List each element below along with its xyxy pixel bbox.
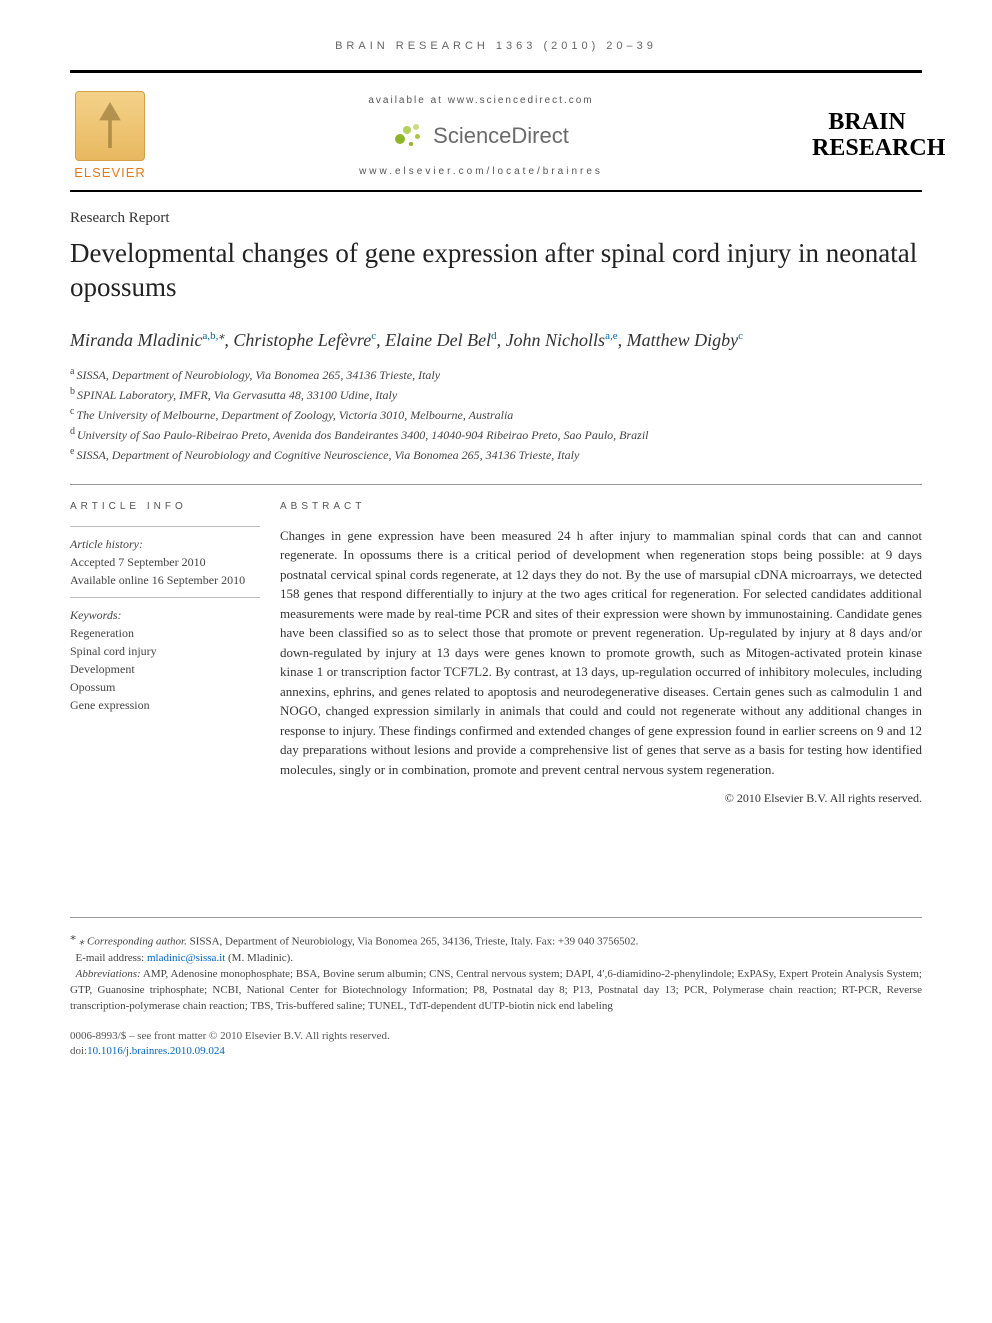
email-line: E-mail address: mladinic@sissa.it (M. Ml… <box>70 951 922 967</box>
doi-label: doi: <box>70 1045 87 1057</box>
history-label: Article history: <box>70 535 260 553</box>
footer: 0006-8993/$ – see front matter © 2010 El… <box>70 1029 922 1060</box>
section-label: Research Report <box>70 210 922 227</box>
keyword: Regeneration <box>70 624 260 642</box>
corresponding-text: SISSA, Department of Neurobiology, Via B… <box>190 936 639 948</box>
available-online-date: Available online 16 September 2010 <box>70 571 260 589</box>
accepted-date: Accepted 7 September 2010 <box>70 553 260 571</box>
abbrev-label: Abbreviations: <box>76 968 141 980</box>
affiliation-line: cThe University of Melbourne, Department… <box>70 404 922 424</box>
issn-line: 0006-8993/$ – see front matter © 2010 El… <box>70 1029 922 1044</box>
affiliation-line: dUniversity of Sao Paulo-Ribeirao Preto,… <box>70 424 922 444</box>
abstract-copyright: © 2010 Elsevier B.V. All rights reserved… <box>280 789 922 807</box>
keyword: Gene expression <box>70 696 260 714</box>
elsevier-logo: ELSEVIER <box>70 91 150 180</box>
email-label: E-mail address: <box>76 952 145 964</box>
article-info: ARTICLE INFO Article history: Accepted 7… <box>70 499 280 808</box>
available-at-text: available at www.sciencedirect.com <box>170 95 792 106</box>
publisher-name: ELSEVIER <box>70 165 150 180</box>
article-info-heading: ARTICLE INFO <box>70 499 260 514</box>
sciencedirect-logo[interactable]: ScienceDirect <box>393 120 569 152</box>
abbreviations: Abbreviations: AMP, Adenosine monophosph… <box>70 967 922 1015</box>
doi-line: doi:10.1016/j.brainres.2010.09.024 <box>70 1044 922 1059</box>
abstract-body: Changes in gene expression have been mea… <box>280 526 922 780</box>
affiliation-line: eSISSA, Department of Neurobiology and C… <box>70 444 922 464</box>
footnotes: ⁎ ⁎ Corresponding author. SISSA, Departm… <box>70 917 922 1014</box>
affiliation-line: bSPINAL Laboratory, IMFR, Via Gervasutta… <box>70 384 922 404</box>
masthead: ELSEVIER available at www.sciencedirect.… <box>70 83 922 190</box>
running-head: BRAIN RESEARCH 1363 (2010) 20–39 <box>70 40 922 52</box>
doi-link[interactable]: 10.1016/j.brainres.2010.09.024 <box>87 1045 225 1057</box>
sciencedirect-text: ScienceDirect <box>433 123 569 149</box>
masthead-center: available at www.sciencedirect.com Scien… <box>150 95 812 177</box>
keywords-label: Keywords: <box>70 606 260 624</box>
journal-title-logo: BRAIN RESEARCH <box>812 110 922 160</box>
keyword: Spinal cord injury <box>70 642 260 660</box>
info-abstract-row: ARTICLE INFO Article history: Accepted 7… <box>70 484 922 808</box>
sciencedirect-swirl-icon <box>393 120 425 152</box>
abstract: ABSTRACT Changes in gene expression have… <box>280 499 922 808</box>
corresponding-email-link[interactable]: mladinic@sissa.it <box>147 952 225 964</box>
article-title: Developmental changes of gene expression… <box>70 237 922 305</box>
top-rule <box>70 70 922 73</box>
affiliation-line: aSISSA, Department of Neurobiology, Via … <box>70 364 922 384</box>
email-person: (M. Mladinic). <box>228 952 293 964</box>
keyword: Opossum <box>70 678 260 696</box>
abbrev-text: AMP, Adenosine monophosphate; BSA, Bovin… <box>70 968 922 1012</box>
affiliations: aSISSA, Department of Neurobiology, Via … <box>70 364 922 464</box>
asterisk-icon: ⁎ <box>70 929 76 943</box>
elsevier-tree-icon <box>75 91 145 161</box>
abstract-heading: ABSTRACT <box>280 499 922 514</box>
corresponding-label: ⁎ Corresponding author. <box>79 936 187 948</box>
journal-locate-url[interactable]: www.elsevier.com/locate/brainres <box>170 166 792 177</box>
keyword: Development <box>70 660 260 678</box>
masthead-bottom-rule <box>70 190 922 192</box>
author-list: Miranda Mladinica,b,⁎, Christophe Lefèvr… <box>70 327 922 352</box>
journal-line2: RESEARCH <box>812 136 922 161</box>
journal-line1: BRAIN <box>812 110 922 135</box>
corresponding-author-note: ⁎ ⁎ Corresponding author. SISSA, Departm… <box>70 928 922 951</box>
